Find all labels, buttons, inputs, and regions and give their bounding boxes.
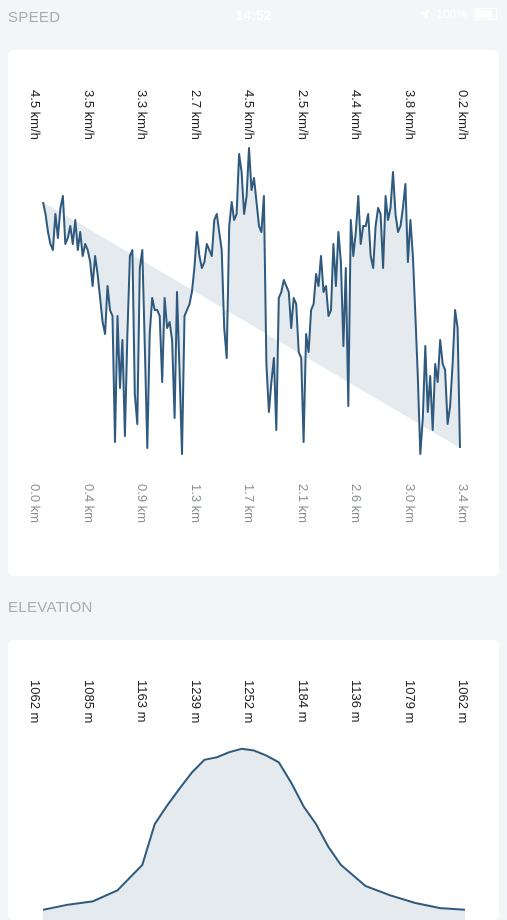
speed-bottom-label-3: 1.3 km xyxy=(188,484,204,524)
elevation-top-label-5: 1184 m xyxy=(295,680,311,723)
speed-top-label-0: 4.5 km/h xyxy=(28,90,43,140)
speed-bottom-label-4: 1.7 km xyxy=(242,484,257,524)
speed-bottom-label-0: 0.0 km xyxy=(28,484,43,524)
elevation-line xyxy=(42,747,466,911)
elevation-chart-card: 1062 m 1085 m 1163 m 1239 m 1252 m 1184 m 1136… xyxy=(8,640,499,920)
speed-chart-card: 4.5 km/h 3.5 km/h 3.3 km/h 2.7 km/h 4.5 km/h… xyxy=(8,50,499,576)
status-bar: 14:52 100% xyxy=(0,0,507,34)
speed-top-label-6: 4.4 km/h xyxy=(349,90,364,140)
elevation-top-label-1: 1085 m xyxy=(81,680,97,724)
speed-bottom-label-1: 0.4 km xyxy=(81,484,97,524)
speed-bottom-label-6: 2.6 km xyxy=(349,484,364,524)
speed-area-fill xyxy=(43,148,460,454)
speed-top-label-5: 2.5 km/h xyxy=(295,90,311,140)
status-time: 14:52 xyxy=(235,7,272,23)
speed-line xyxy=(42,147,461,455)
elevation-section-title: ELEVATION xyxy=(8,599,93,616)
location-arrow-icon xyxy=(420,9,431,19)
elevation-top-label-2: 1163 m xyxy=(135,680,150,723)
elevation-top-label-3: 1239 m xyxy=(188,680,204,724)
elevation-area-fill xyxy=(43,748,465,920)
speed-bottom-label-5: 2.1 km xyxy=(295,484,311,524)
elevation-top-label-0: 1062 m xyxy=(28,680,43,724)
speed-bottom-label-8: 3.4 km xyxy=(456,484,471,524)
battery-percent: 100% xyxy=(436,7,467,21)
status-indicators: 100% xyxy=(420,7,497,21)
battery-icon xyxy=(473,8,497,20)
speed-top-label-8: 0.2 km/h xyxy=(456,90,471,140)
elevation-top-label-4: 1252 m xyxy=(242,680,257,724)
speed-bottom-label-7: 3.0 km xyxy=(402,484,418,524)
speed-top-label-4: 4.5 km/h xyxy=(242,90,257,140)
speed-bottom-label-2: 0.9 km xyxy=(135,484,150,524)
elevation-top-label-7: 1079 m xyxy=(402,680,418,724)
elevation-top-label-8: 1062 m xyxy=(456,680,471,724)
elevation-chart xyxy=(42,747,466,920)
speed-top-label-7: 3.8 km/h xyxy=(402,90,418,140)
speed-section-title: SPEED xyxy=(8,9,61,26)
speed-chart xyxy=(42,147,461,455)
speed-top-label-2: 3.3 km/h xyxy=(135,90,150,140)
elevation-top-label-6: 1136 m xyxy=(349,680,364,723)
speed-top-label-1: 3.5 km/h xyxy=(81,90,97,140)
speed-top-label-3: 2.7 km/h xyxy=(188,90,204,140)
